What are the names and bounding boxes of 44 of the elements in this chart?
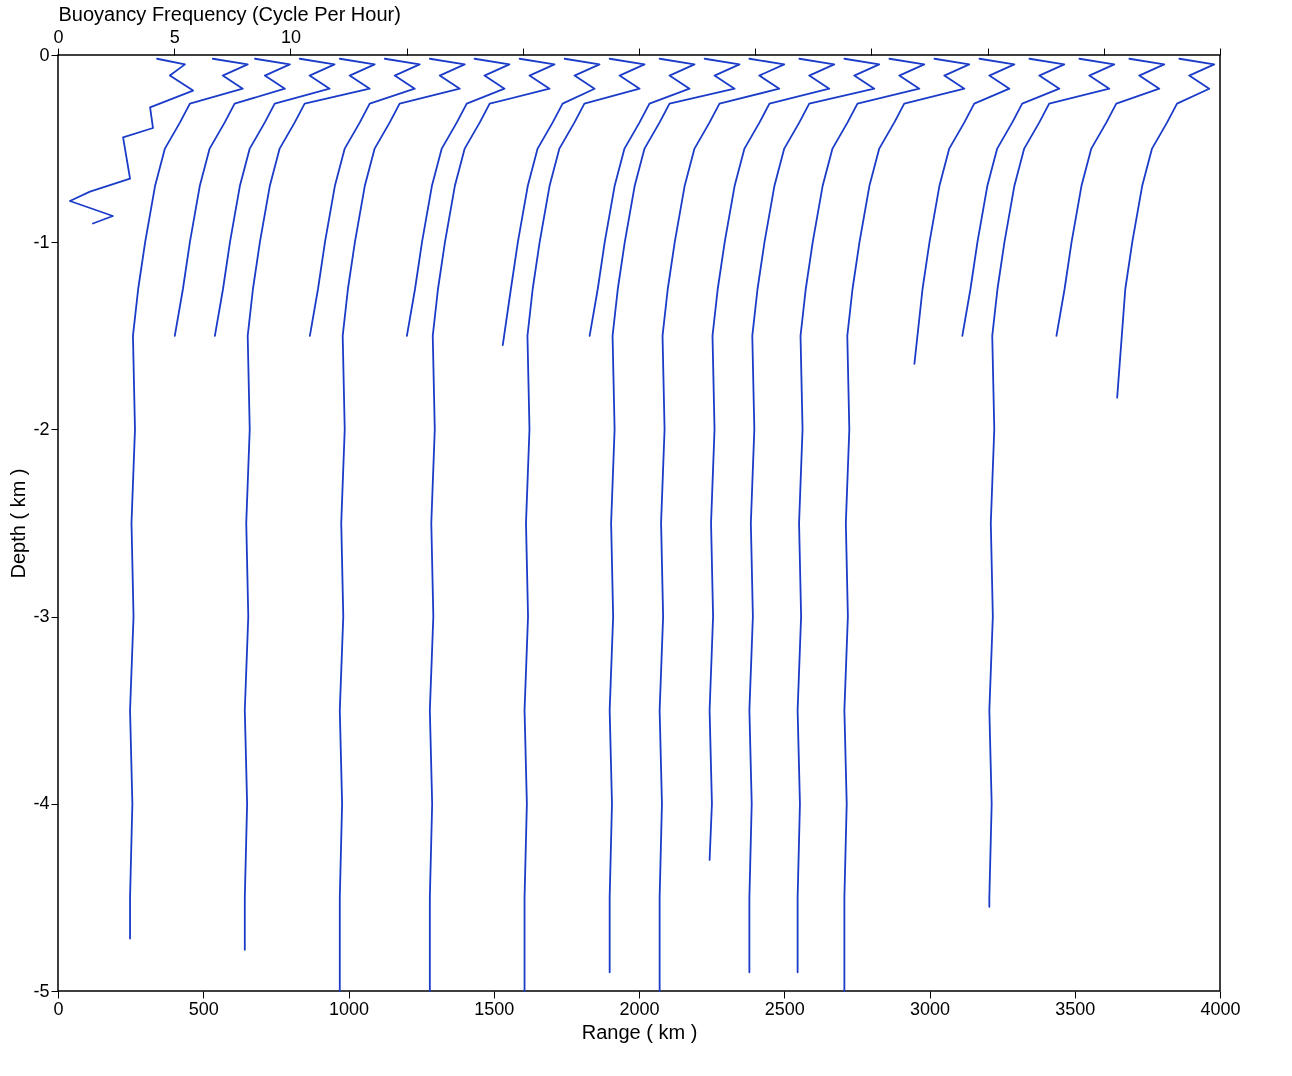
y-tick-label: -5: [33, 980, 50, 1001]
line-series: [658, 57, 786, 992]
line-series: [708, 57, 836, 861]
line-series: [961, 57, 1066, 337]
line-series: [748, 57, 881, 974]
x2-tick-label: 5: [169, 26, 180, 47]
line-series: [213, 57, 336, 337]
y-tick-label: -3: [33, 606, 50, 627]
x-tick-label: 0: [53, 998, 64, 1019]
x-tick-label: 3500: [1055, 998, 1096, 1019]
line-series: [69, 57, 194, 225]
line-series: [243, 57, 376, 951]
x-tick-label: 3000: [909, 998, 951, 1019]
line-series: [608, 57, 741, 974]
line-series: [338, 57, 466, 992]
x-axis-title: Range ( km ): [581, 1020, 698, 1043]
x-tick-label: 2500: [764, 998, 805, 1019]
y-axis-title: Depth ( km ): [7, 468, 30, 579]
y-tick-label: -4: [33, 793, 50, 814]
line-series: [988, 57, 1116, 908]
line-series: [913, 57, 1016, 365]
y-tick-label: 0: [39, 44, 50, 65]
line-series: [588, 57, 696, 337]
x-tick-label: 500: [188, 998, 219, 1019]
line-series: [796, 57, 926, 974]
line-series: [308, 57, 421, 337]
x-tick-label: 2000: [619, 998, 660, 1019]
x2-tick-label: 0: [53, 26, 64, 47]
x2-tick-label: 10: [280, 26, 301, 47]
x-tick-label: 4000: [1200, 998, 1241, 1019]
line-series: [843, 57, 971, 992]
y-tick-label: -1: [33, 231, 50, 252]
line-series: [428, 57, 556, 992]
line-series: [1116, 57, 1216, 399]
line-series: [523, 57, 646, 992]
x-tick-label: 1000: [328, 998, 370, 1019]
line-series: [1055, 57, 1166, 337]
x-tick-label: 1500: [474, 998, 515, 1019]
y-tick-label: -2: [33, 418, 50, 439]
line-series: [173, 57, 291, 337]
line-series: [129, 57, 249, 940]
line-series: [405, 57, 511, 337]
line-series: [501, 57, 601, 347]
x2-axis-title: Buoyancy Frequency (Cycle Per Hour): [58, 2, 401, 25]
